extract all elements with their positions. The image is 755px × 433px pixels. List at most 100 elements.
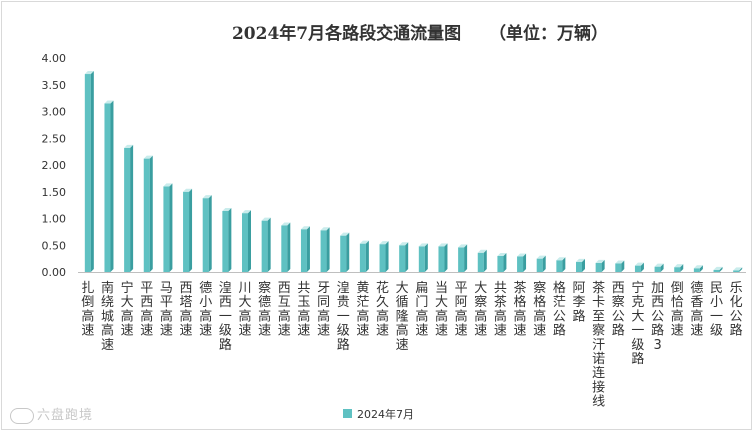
x-tick-label: 湟西一级路 [219,281,232,353]
bar-side [562,257,566,272]
bar-side [208,195,212,272]
bar-top [595,259,605,263]
y-tick-label: 0.50 [42,239,67,252]
chart-title: 2024年7月各路段交通流量图 （单位：万辆） [232,23,608,44]
x-tick-label: 马平高速 [160,281,173,339]
x-tick-label: 加西公路 3 [651,281,664,353]
x-tick-label: 大察高速 [474,281,487,339]
x-tick-label: 察德高速 [258,281,271,339]
watermark: 六盘跑境 [10,404,93,424]
bar [104,103,111,272]
x-tick-label: 茶格高速 [514,280,527,339]
bar-side [523,253,527,272]
x-tick-label: 茶卡至察汗诺连接线 [592,280,605,410]
bar-side [267,217,271,272]
y-tick-label: 2.50 [42,132,67,145]
bar-side [326,227,330,272]
bar-top [104,100,114,104]
bar-side [365,240,369,272]
bar [242,213,248,272]
bar [379,244,386,272]
legend-swatch [343,409,352,418]
bar-side [110,100,114,272]
bar [733,270,740,272]
x-tick-label: 川大高速 [238,281,251,339]
bar-side [739,267,743,272]
y-tick-label: 0.00 [42,266,67,279]
bar [183,191,190,272]
bar [359,243,366,272]
bar-side [130,144,134,272]
bar-side [385,241,389,272]
bar-side [680,264,684,272]
bar [556,260,563,272]
x-tick-label: 民小一级 [710,281,723,339]
bar-side [346,232,350,272]
bar-top [477,249,487,253]
bar [576,261,582,272]
bar-top [517,253,527,257]
bar-top [84,71,94,75]
bar-top [634,262,644,266]
bar [340,235,347,272]
bar [143,158,150,272]
bar [202,198,209,272]
bar-side [287,222,291,272]
bar-top [379,241,389,245]
y-tick-label: 3.00 [42,106,67,119]
bar-side [306,226,310,272]
x-tick-label: 格茫公路 [553,280,566,339]
x-tick-label: 德小高速 [199,281,212,339]
bar-side [405,242,409,272]
x-tick-label: 当大高速 [435,281,448,339]
bar-top [399,242,409,246]
bar-top [576,258,585,262]
x-tick-label: 宁克大一级路 [631,280,644,367]
bar-top [242,210,251,214]
bar [497,255,504,272]
bar [713,269,720,272]
bar-top [556,257,566,261]
bar [163,186,170,272]
bar [261,220,268,272]
y-tick-label: 3.50 [42,79,67,92]
bar-side [719,266,723,272]
chart-unit-label: （单位：万辆） [489,23,608,44]
bar-side [444,243,448,272]
x-tick-label: 湟贵一级路 [337,281,350,353]
bar [84,74,91,272]
bar-top [202,195,212,199]
bar-top [320,227,330,231]
bar [320,230,327,272]
watermark-text: 六盘跑境 [37,408,94,423]
x-tick-label: 共玉高速 [297,281,310,339]
bar-top [654,263,664,267]
x-tick-label: 花久高速 [376,280,389,339]
bar [674,267,681,272]
x-tick-label: 南绕城高速 [101,280,114,353]
bar-side [169,183,173,272]
bar-side [582,258,585,272]
x-tick-label: 阿李路 [572,281,585,324]
y-tick-label: 1.00 [42,213,67,226]
bar-top [359,240,369,244]
chart-title-text: 2024年7月各路段交通流量图 [232,23,461,44]
y-tick-label: 4.00 [42,52,67,65]
bar-top [222,208,232,212]
bar [300,229,307,272]
bar [124,147,131,272]
bar-top [674,264,684,268]
x-tick-label: 倒恰高速 [671,281,684,339]
bar-top [300,226,310,230]
bar [399,245,406,272]
bar [654,266,661,272]
x-tick-label: 大循隆高速 [396,281,409,353]
bar-top [340,232,350,236]
bar [418,246,425,272]
bar-top [733,267,743,271]
x-tick-label: 共茶高速 [494,281,507,339]
bar [222,211,229,272]
bar-top [615,260,625,264]
bar-side [660,263,664,272]
